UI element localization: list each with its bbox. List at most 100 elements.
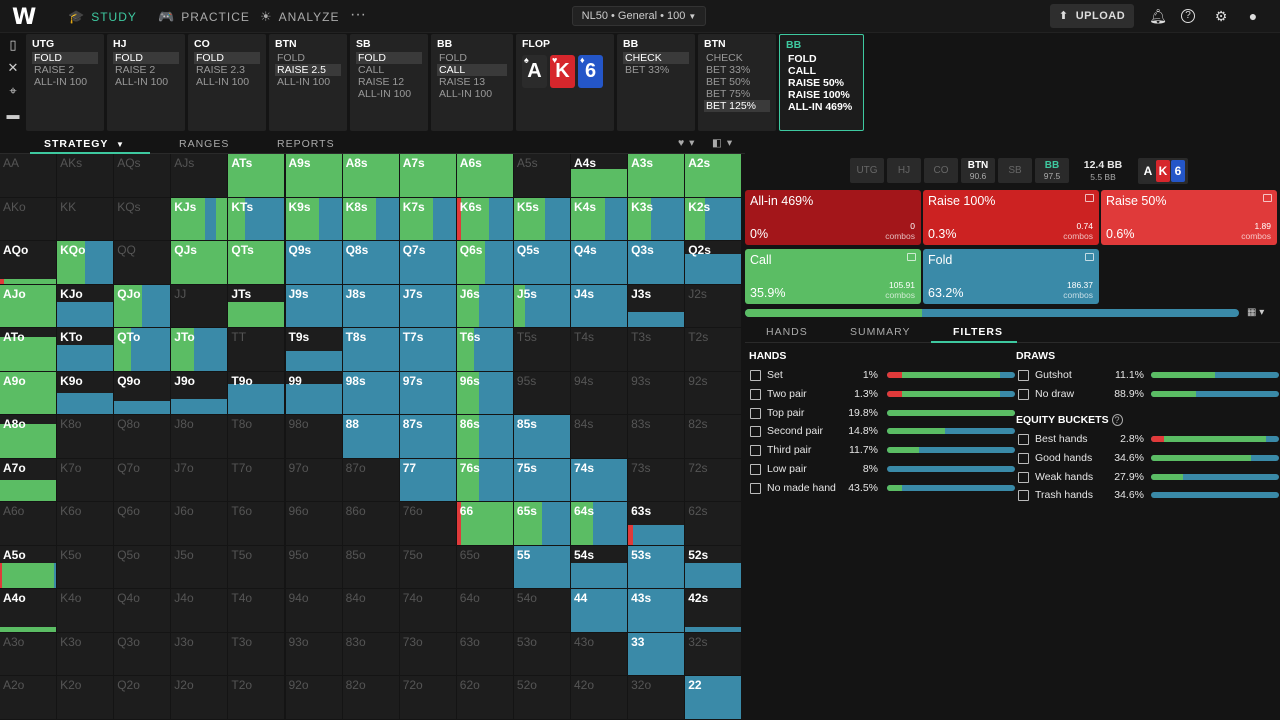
hand-cell[interactable]: T9o	[228, 371, 286, 415]
position-hj[interactable]: HJ	[887, 158, 921, 183]
hand-cell[interactable]: T9s	[285, 328, 343, 372]
hand-cell[interactable]: K2s	[685, 197, 743, 241]
action-card-btn[interactable]: BTN FOLD RAISE 2.5 ALL-IN 100	[269, 34, 347, 131]
hand-cell[interactable]: 96o	[285, 502, 343, 546]
heart-filter-icon[interactable]: ♥ ▾	[678, 137, 696, 149]
hand-cell[interactable]: K5o	[57, 545, 115, 589]
hand-cell[interactable]: J5o	[171, 545, 229, 589]
hand-cell[interactable]: 97o	[285, 458, 343, 502]
hand-cell[interactable]: Q7o	[114, 458, 172, 502]
hand-cell[interactable]: 32o	[628, 676, 686, 720]
tab-reports[interactable]: REPORTS	[277, 138, 335, 150]
action-option[interactable]: RAISE 2.5	[275, 64, 341, 76]
hand-cell[interactable]: K9s	[285, 197, 343, 241]
hand-cell[interactable]: 76s	[456, 458, 514, 502]
hand-cell[interactable]: 93o	[285, 632, 343, 676]
action-option[interactable]: RAISE 2	[34, 64, 75, 76]
hand-cell[interactable]: KQs	[114, 197, 172, 241]
filter-checkbox[interactable]	[1018, 452, 1029, 464]
hand-cell[interactable]: 85o	[342, 545, 400, 589]
position-utg[interactable]: UTG	[850, 158, 884, 183]
hand-cell[interactable]: 74o	[399, 589, 457, 633]
hand-cell[interactable]: T3s	[628, 328, 686, 372]
hand-cell[interactable]: A3o	[0, 632, 58, 676]
hand-cell[interactable]: QTs	[228, 241, 286, 285]
hand-cell[interactable]: 64o	[456, 589, 514, 633]
tab-summary[interactable]: SUMMARY	[850, 326, 911, 338]
action-option[interactable]: CHECK	[706, 52, 743, 64]
hand-cell[interactable]: A6o	[0, 502, 58, 546]
hand-cell[interactable]: 95s	[513, 371, 571, 415]
action-option[interactable]: FOLD	[194, 52, 260, 64]
hand-cell[interactable]: 52s	[685, 545, 743, 589]
hand-cell[interactable]: J8s	[342, 284, 400, 328]
action-option[interactable]: BET 33%	[706, 64, 751, 76]
display-mode-icon[interactable]: ◧ ▾	[712, 137, 734, 149]
hand-cell[interactable]: 65o	[456, 545, 514, 589]
nav-study[interactable]: 🎓 STUDY	[68, 9, 137, 25]
filter-checkbox[interactable]	[750, 482, 761, 494]
hand-cell[interactable]: JTo	[171, 328, 229, 372]
hand-cell[interactable]: 63o	[456, 632, 514, 676]
filter-row[interactable]: Top pair 19.8%	[750, 406, 1015, 422]
hand-cell[interactable]: Q9o	[114, 371, 172, 415]
action-option[interactable]: ALL-IN 100	[115, 76, 169, 88]
help-icon[interactable]: ?	[1181, 9, 1195, 23]
hand-cell[interactable]: 94o	[285, 589, 343, 633]
hand-cell[interactable]: 52o	[513, 676, 571, 720]
hand-cell[interactable]: 65s	[513, 502, 571, 546]
hand-cell[interactable]: J4s	[571, 284, 629, 328]
action-option[interactable]: ALL-IN 100	[196, 76, 250, 88]
hand-cell[interactable]: 75s	[513, 458, 571, 502]
action-box-call[interactable]: Call 35.9% 105.91 combos	[745, 249, 921, 304]
hand-cell[interactable]: J9o	[171, 371, 229, 415]
hand-cell[interactable]: QTo	[114, 328, 172, 372]
action-option[interactable]: BET 50%	[706, 76, 751, 88]
hand-cell[interactable]: AKs	[57, 154, 115, 198]
hand-cell[interactable]: QJo	[114, 284, 172, 328]
filter-row[interactable]: Second pair 14.8%	[750, 424, 1015, 440]
hand-cell[interactable]: A5o	[0, 545, 58, 589]
hand-cell[interactable]: A7s	[399, 154, 457, 198]
hand-cell[interactable]: 54o	[513, 589, 571, 633]
tab-hands[interactable]: HANDS	[766, 326, 808, 338]
hand-cell[interactable]: 44	[571, 589, 629, 633]
filter-row[interactable]: No made hand 43.5%	[750, 481, 1015, 497]
hand-cell[interactable]: K2o	[57, 676, 115, 720]
hand-cell[interactable]: 93s	[628, 371, 686, 415]
action-card-bb[interactable]: BB CHECK BET 33%	[617, 34, 695, 131]
hand-cell[interactable]: K9o	[57, 371, 115, 415]
hand-cell[interactable]: A8o	[0, 415, 58, 459]
expand-icon[interactable]	[1085, 194, 1094, 202]
hand-cell[interactable]: T4s	[571, 328, 629, 372]
hand-cell[interactable]: K4o	[57, 589, 115, 633]
hand-cell[interactable]: Q5o	[114, 545, 172, 589]
hand-cell[interactable]: Q6o	[114, 502, 172, 546]
hand-cell[interactable]: A8s	[342, 154, 400, 198]
upload-button[interactable]: ⬆ UPLOAD	[1050, 4, 1134, 28]
hand-cell[interactable]: 82o	[342, 676, 400, 720]
position-btn[interactable]: BTN 90.6	[961, 158, 995, 183]
action-option[interactable]: ALL-IN 100	[358, 88, 412, 100]
hand-cell[interactable]: ATo	[0, 328, 58, 372]
hand-cell[interactable]: 76o	[399, 502, 457, 546]
action-option[interactable]: FOLD	[788, 53, 817, 65]
action-option[interactable]: RAISE 2	[115, 64, 156, 76]
filter-row[interactable]: Low pair 8%	[750, 462, 1015, 478]
hand-cell[interactable]: K3s	[628, 197, 686, 241]
filter-row[interactable]: Best hands 2.8%	[1018, 432, 1279, 448]
hand-cell[interactable]: J7o	[171, 458, 229, 502]
action-option[interactable]: BET 33%	[625, 64, 670, 76]
hand-cell[interactable]: T5o	[228, 545, 286, 589]
action-option[interactable]: FOLD	[277, 52, 306, 64]
expand-icon[interactable]	[907, 253, 916, 261]
filter-checkbox[interactable]	[750, 464, 761, 475]
expand-icon[interactable]	[1085, 253, 1094, 261]
filter-row[interactable]: Third pair 11.7%	[750, 443, 1015, 459]
hand-cell[interactable]: T2s	[685, 328, 743, 372]
hand-cell[interactable]: Q2o	[114, 676, 172, 720]
tab-filters[interactable]: FILTERS	[953, 326, 1003, 338]
hand-cell[interactable]: AQs	[114, 154, 172, 198]
hand-cell[interactable]: KTo	[57, 328, 115, 372]
hand-cell[interactable]: JJ	[171, 284, 229, 328]
